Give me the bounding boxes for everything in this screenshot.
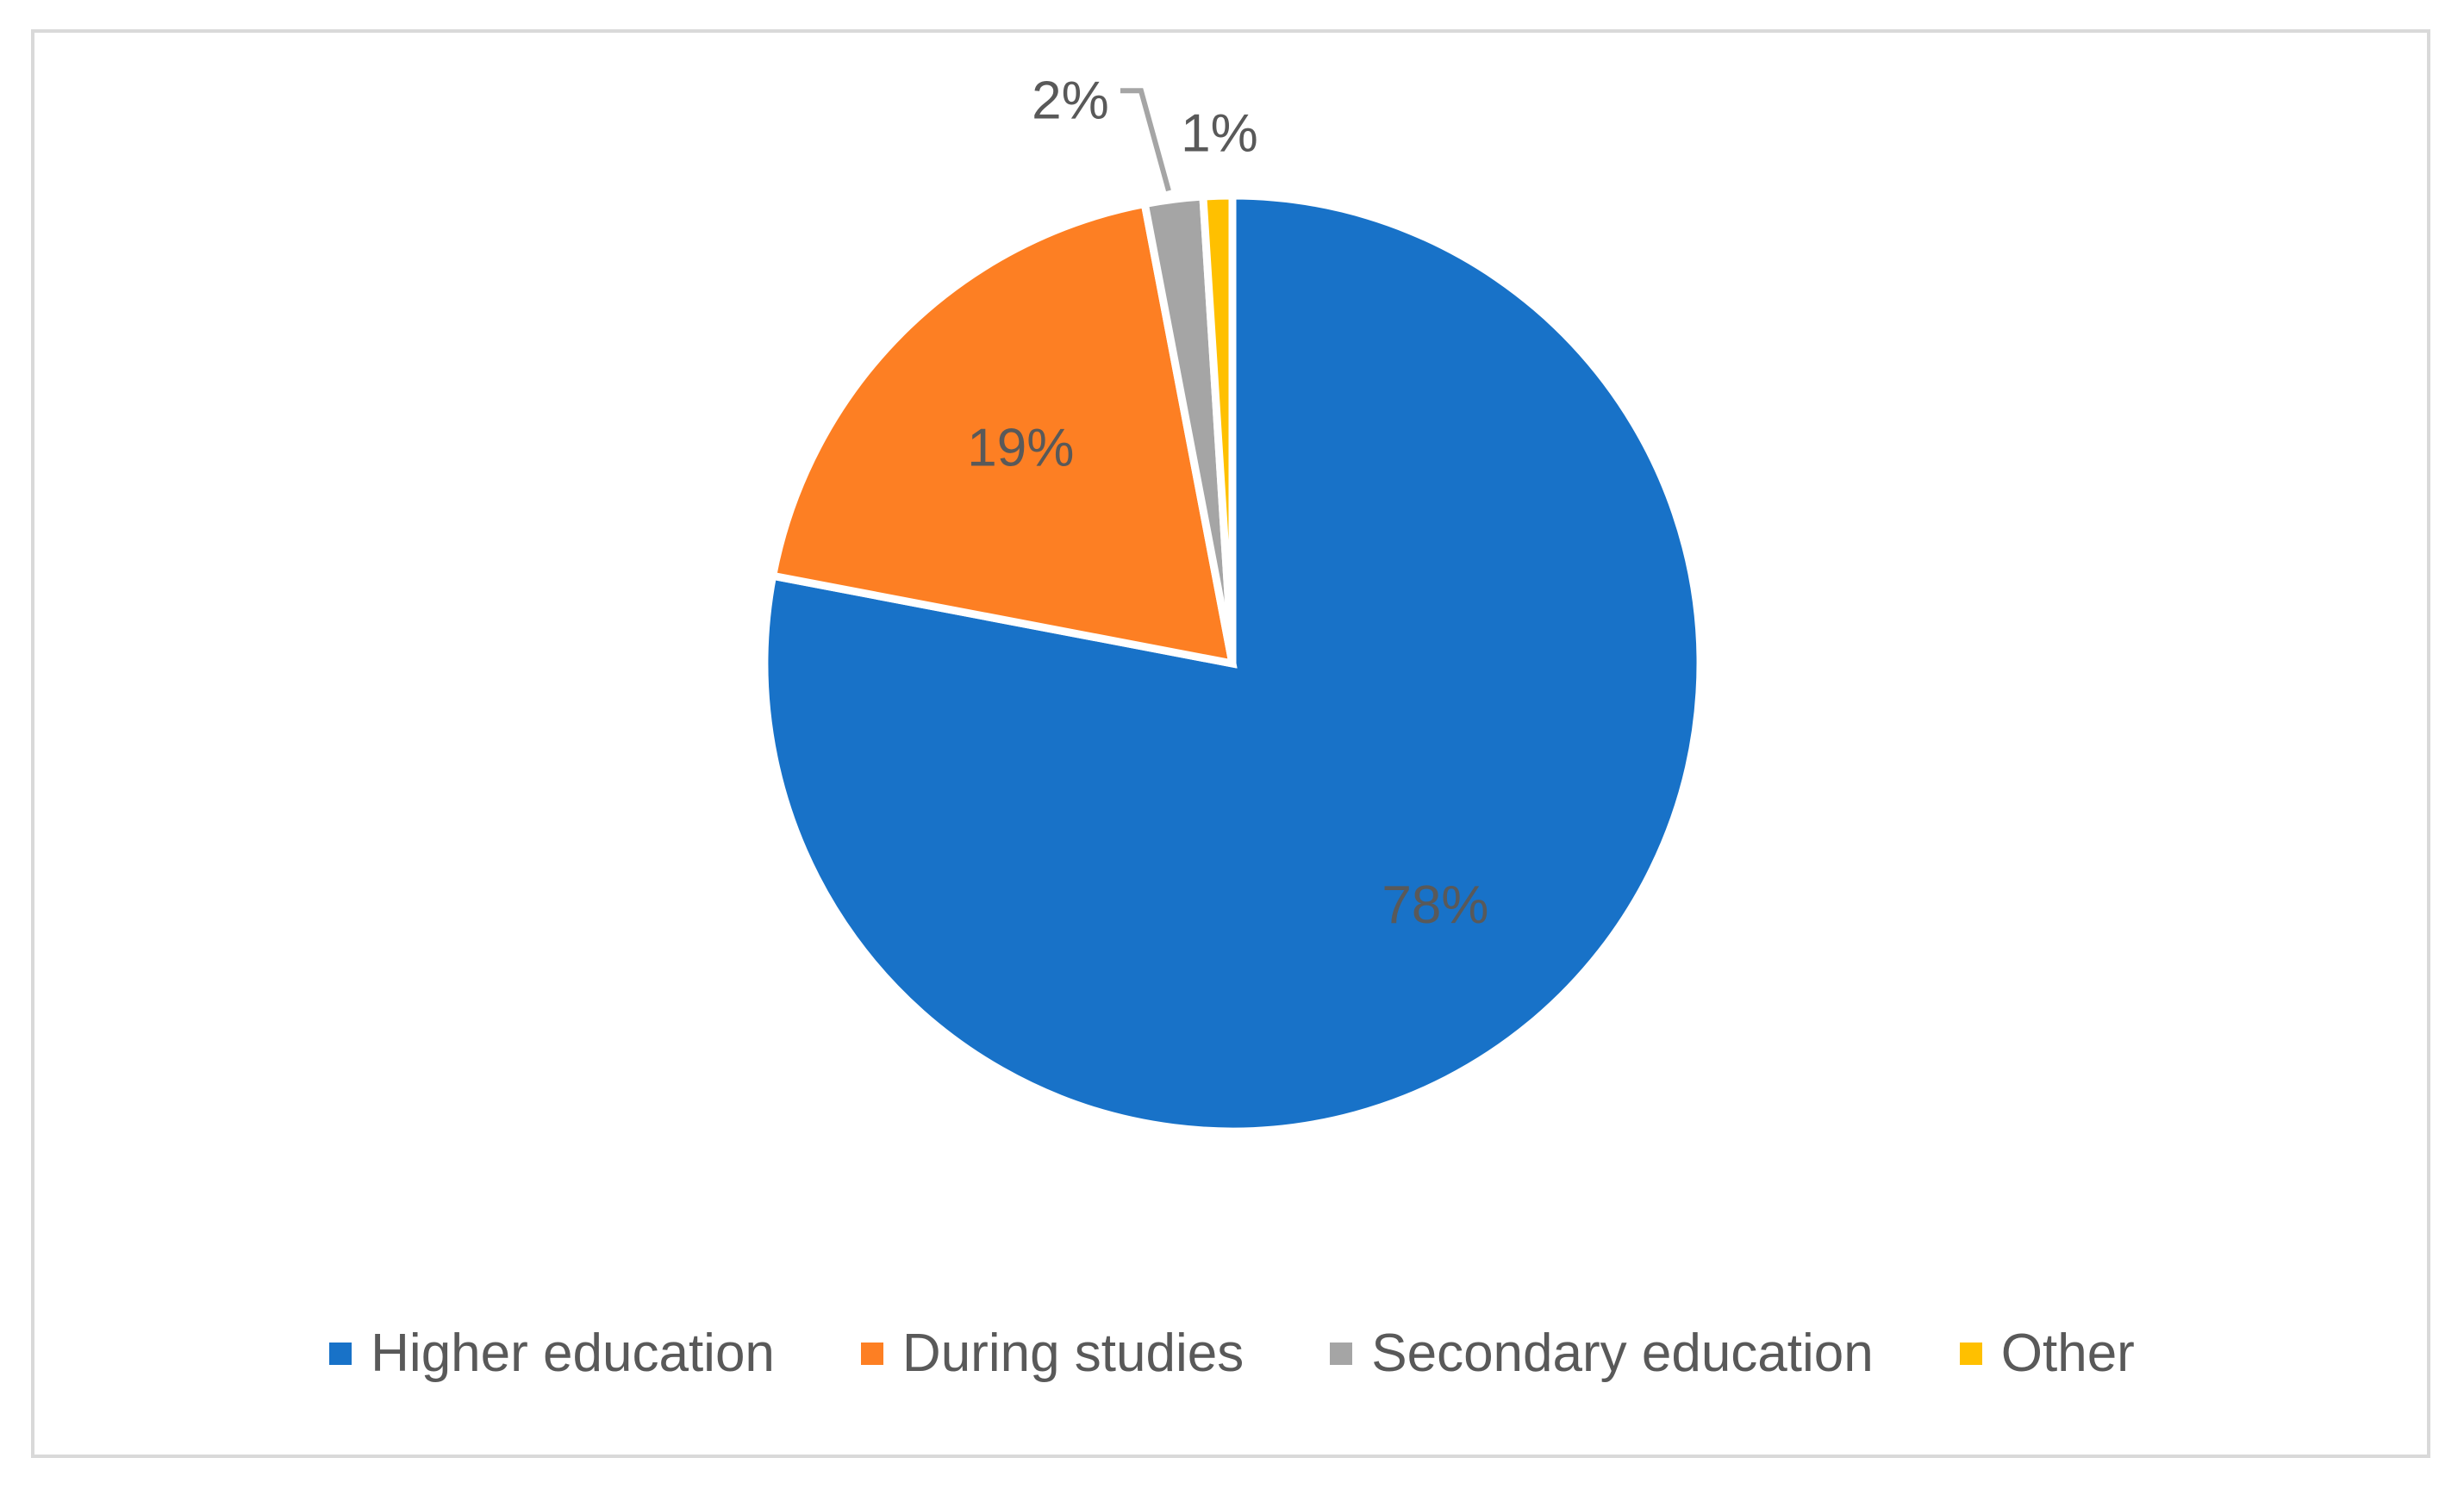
leader-line-secondary-education <box>1120 88 1171 192</box>
legend-swatch <box>1959 1342 1982 1365</box>
legend-swatch <box>1330 1342 1353 1365</box>
legend: Higher education During studies Secondar… <box>0 1323 2464 1384</box>
legend-item-higher-education[interactable]: Higher education <box>329 1323 775 1384</box>
legend-item-during-studies[interactable]: During studies <box>860 1323 1244 1384</box>
data-label-secondary-education: 2% <box>1032 72 1109 131</box>
legend-label: Secondary education <box>1371 1324 1874 1383</box>
pie-slice-during-studies[interactable] <box>768 199 1238 669</box>
data-label-during-studies: 19% <box>967 419 1074 478</box>
pie-slices <box>760 191 1705 1136</box>
data-label-higher-education: 78% <box>1382 875 1488 935</box>
legend-label: During studies <box>901 1324 1244 1383</box>
data-label-other: 1% <box>1181 104 1258 164</box>
legend-label: Higher education <box>371 1324 775 1383</box>
legend-item-secondary-education[interactable]: Secondary education <box>1330 1323 1874 1384</box>
legend-swatch <box>860 1342 883 1365</box>
leader-lines <box>1120 88 1171 192</box>
data-labels: 78% 19% 2% 1% <box>967 72 1488 935</box>
legend-item-other[interactable]: Other <box>1959 1323 2135 1384</box>
legend-label: Other <box>2000 1324 2135 1383</box>
pie-slice-other[interactable] <box>1199 191 1237 664</box>
legend-swatch <box>329 1342 352 1365</box>
